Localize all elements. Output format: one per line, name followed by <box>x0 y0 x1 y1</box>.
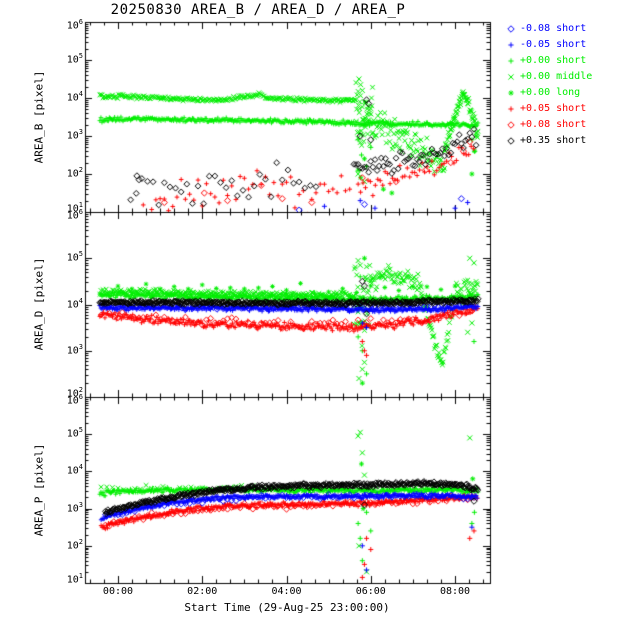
legend-label: +0.00 short <box>520 55 587 66</box>
y-tick-label: 105 <box>66 426 83 440</box>
y-tick-label: 104 <box>66 296 83 310</box>
y-tick-label: 104 <box>66 90 83 104</box>
legend: -0.08 short -0.05 short +0.00 short +0.00 m… <box>504 21 592 149</box>
x-tick-label: 04:00 <box>271 586 302 597</box>
legend-label: +0.00 middle <box>520 71 593 82</box>
y-tick-label: 106 <box>66 393 83 407</box>
x-tick-label: 08:00 <box>439 586 471 597</box>
legend-item: -0.08 short <box>504 21 592 37</box>
x-tick-label: 00:00 <box>102 586 134 597</box>
y-axis-title-area-d: AREA_D [pixel] <box>32 257 46 351</box>
y-tick-label: 103 <box>66 128 83 142</box>
y-tick-label: 106 <box>66 18 83 32</box>
legend-label: +0.05 short <box>520 103 587 114</box>
legend-item: -0.05 short <box>504 37 592 53</box>
legend-label: +0.00 long <box>520 87 581 98</box>
legend-label: -0.08 short <box>520 23 587 34</box>
legend-item: +0.00 short <box>504 53 592 69</box>
legend-item: +0.00 long <box>504 85 592 101</box>
legend-label: +0.08 short <box>520 119 587 130</box>
x-axis-title: Start Time (29-Aug-25 23:00:00) <box>184 601 390 614</box>
y-tick-label: 105 <box>66 52 83 66</box>
x-tick-label: 02:00 <box>187 586 218 597</box>
legend-label: -0.05 short <box>520 39 587 50</box>
y-tick-label: 101 <box>66 572 83 586</box>
legend-item: +0.08 short <box>504 117 592 133</box>
y-axis-title-area-p: AREA_P [pixel] <box>32 443 46 537</box>
y-tick-label: 103 <box>66 342 83 357</box>
legend-item: +0.05 short <box>504 101 592 117</box>
y-tick-label: 102 <box>66 166 83 180</box>
chart-title: 20250830 AREA_B / AREA_D / AREA_P <box>110 2 406 18</box>
legend-item: +0.35 short <box>504 133 592 149</box>
y-tick-label: 103 <box>66 500 83 514</box>
y-tick-label: 101 <box>66 201 83 215</box>
legend-item: +0.00 middle <box>504 69 592 85</box>
y-tick-label: 102 <box>66 386 83 400</box>
legend-label: +0.35 short <box>520 135 587 146</box>
y-tick-label: 104 <box>66 463 83 477</box>
y-tick-label: 105 <box>66 250 83 264</box>
y-tick-label: 106 <box>66 208 83 222</box>
y-tick-label: 102 <box>66 537 83 552</box>
y-axis-title-area-b: AREA_B [pixel] <box>32 70 46 164</box>
x-tick-label: 06:00 <box>355 586 386 597</box>
